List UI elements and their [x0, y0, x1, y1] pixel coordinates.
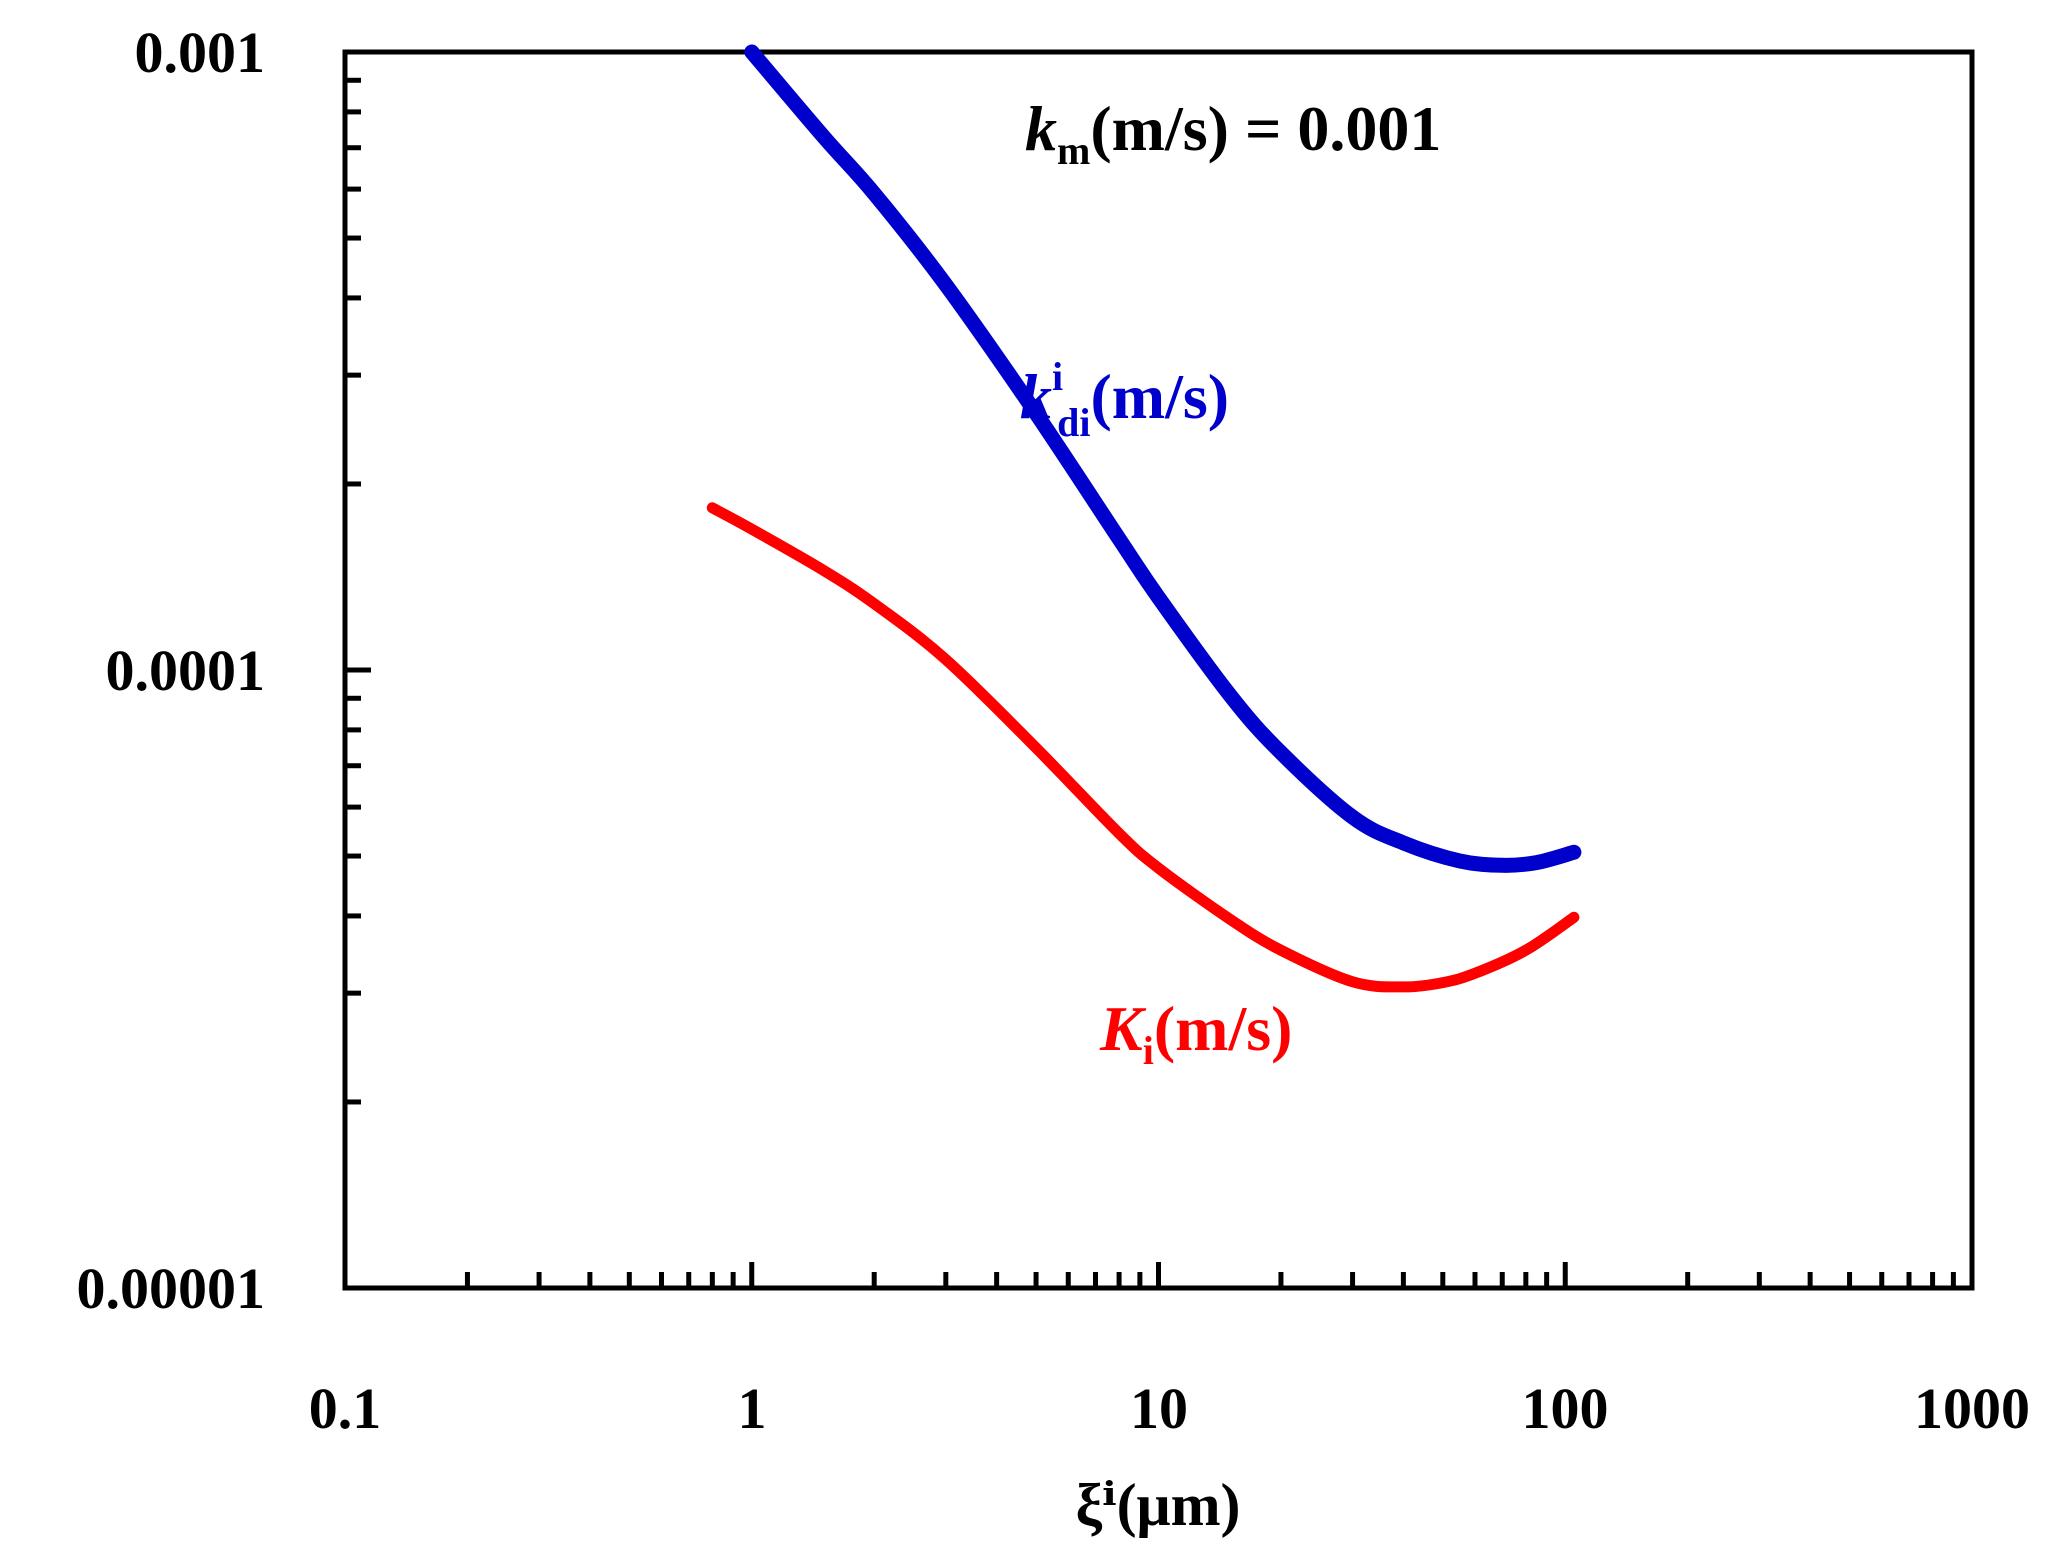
y-tick-labels: 0.001 0.0001 0.00001 — [77, 20, 266, 1321]
x-axis-label: ξⁱ(μm) — [1075, 1472, 1240, 1538]
y-tick-label: 0.00001 — [77, 1256, 266, 1321]
x-tick-label: 1000 — [1914, 1376, 2030, 1441]
axis-ticks — [342, 49, 1975, 1291]
series-line-Ki — [706, 502, 1580, 993]
x-tick-label: 10 — [1130, 1376, 1188, 1441]
series-line-kdi — [744, 44, 1582, 873]
annotation-Ki: Ki(m/s) — [1099, 993, 1292, 1073]
y-tick-label: 0.001 — [135, 20, 266, 85]
annotation-km: km(m/s) = 0.001 — [1025, 93, 1441, 173]
x-tick-label: 100 — [1522, 1376, 1609, 1441]
x-tick-labels: 0.1 1 10 100 1000 — [309, 1376, 2030, 1441]
plot-frame — [342, 49, 1975, 1291]
series-layer — [706, 44, 1582, 993]
y-tick-label: 0.0001 — [106, 638, 266, 703]
annotation-kdi: ki di(m/s) — [1020, 354, 1229, 445]
x-tick-label: 1 — [738, 1376, 767, 1441]
x-tick-label: 0.1 — [309, 1376, 382, 1441]
